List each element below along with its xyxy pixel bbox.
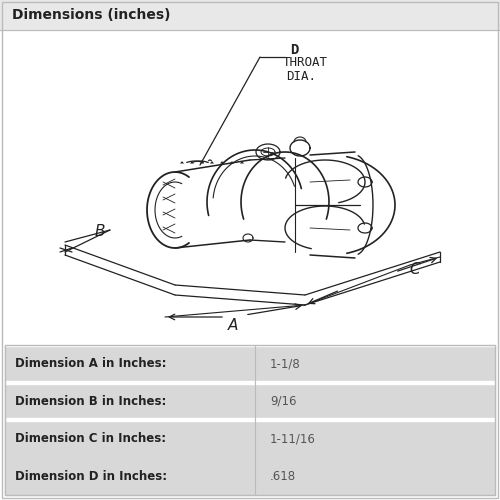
- Bar: [5, 420, 495, 458]
- Bar: [5, 458, 495, 495]
- Text: 1-1/8: 1-1/8: [270, 357, 301, 370]
- Bar: [0, 0, 500, 30]
- Text: A: A: [228, 318, 238, 334]
- Text: D: D: [290, 43, 298, 57]
- Bar: [0, 30, 500, 345]
- Text: Dimensions (inches): Dimensions (inches): [12, 8, 170, 22]
- Bar: [5, 345, 495, 383]
- Text: 1-11/16: 1-11/16: [270, 432, 316, 445]
- Text: .618: .618: [270, 470, 296, 483]
- Bar: [5, 418, 495, 421]
- Bar: [5, 343, 495, 346]
- Text: Dimension A in Inches:: Dimension A in Inches:: [15, 357, 167, 370]
- Text: Dimension B in Inches:: Dimension B in Inches:: [15, 395, 167, 408]
- Text: Dimension C in Inches:: Dimension C in Inches:: [15, 432, 166, 445]
- Text: 9/16: 9/16: [270, 395, 296, 408]
- Text: B: B: [95, 224, 105, 240]
- Bar: [5, 382, 495, 420]
- Bar: [5, 345, 495, 495]
- Text: DIA.: DIA.: [286, 70, 316, 82]
- Text: THROAT: THROAT: [283, 56, 328, 70]
- Text: C: C: [410, 262, 420, 278]
- Text: Dimension D in Inches:: Dimension D in Inches:: [15, 470, 167, 483]
- Bar: [5, 380, 495, 384]
